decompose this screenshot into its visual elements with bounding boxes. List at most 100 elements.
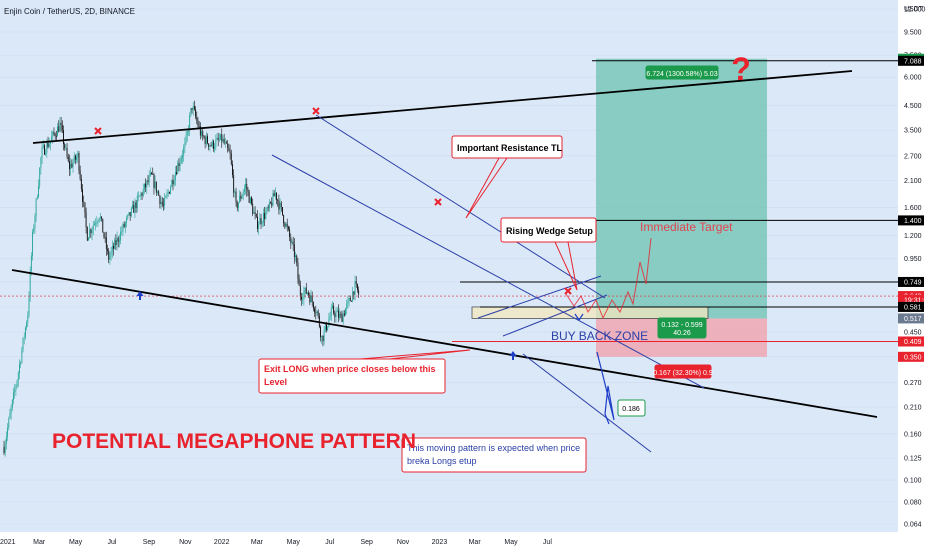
ratio-label: 0.132 - 0.599 bbox=[661, 322, 702, 329]
candle-body bbox=[239, 195, 241, 203]
candle-body bbox=[254, 212, 256, 214]
candle-body bbox=[120, 231, 122, 241]
candle-body bbox=[70, 163, 72, 170]
projected-path-up bbox=[565, 237, 652, 320]
candle-body bbox=[284, 223, 286, 227]
candle-body bbox=[170, 187, 172, 194]
candle-body bbox=[341, 314, 343, 322]
candle-body bbox=[339, 313, 341, 318]
y-tick-label: 0.210 bbox=[904, 405, 922, 412]
x-tick-label: Sep bbox=[360, 539, 373, 546]
chart-title: Enjin Coin / TetherUS, 2D, BINANCE bbox=[4, 7, 135, 16]
candle-body bbox=[349, 298, 351, 302]
candle-body bbox=[4, 444, 6, 454]
candle-body bbox=[139, 195, 141, 197]
candle-body bbox=[161, 201, 163, 205]
candle-body bbox=[166, 193, 168, 197]
exit-long-pointer bbox=[359, 349, 471, 360]
candle-body bbox=[77, 153, 79, 158]
candle-body bbox=[90, 229, 92, 234]
candle-body bbox=[261, 222, 263, 224]
candle-body bbox=[163, 204, 164, 206]
candle-body bbox=[172, 180, 174, 185]
candle-body bbox=[69, 161, 70, 170]
candle-body bbox=[47, 142, 49, 148]
candle-body bbox=[273, 193, 275, 197]
candle-body bbox=[152, 173, 154, 175]
candle-body bbox=[141, 193, 143, 196]
candle-body bbox=[108, 250, 110, 260]
candle-body bbox=[13, 392, 14, 400]
top-marker-x-icon bbox=[312, 107, 320, 115]
moving-pattern-label-line2: breka Longs etup bbox=[407, 456, 477, 466]
candle-body bbox=[326, 324, 327, 331]
candle-body bbox=[134, 202, 136, 213]
candle-body bbox=[282, 206, 283, 215]
y-tick-label: 6.000 bbox=[904, 75, 922, 82]
candle-body bbox=[10, 407, 12, 414]
candle-body bbox=[323, 330, 325, 342]
candle-body bbox=[121, 231, 123, 233]
candle-body bbox=[57, 126, 58, 137]
channel-middle-line bbox=[271, 154, 705, 389]
top-marker-x-icon bbox=[564, 287, 572, 295]
candle-body bbox=[151, 172, 153, 174]
candle-body bbox=[217, 137, 219, 140]
x-tick-label: 2022 bbox=[214, 539, 230, 546]
x-tick-label: Jul bbox=[107, 539, 116, 546]
y-tick-label: 0.100 bbox=[904, 478, 922, 485]
candle-body bbox=[122, 224, 124, 232]
candle-body bbox=[262, 213, 264, 223]
candle-body bbox=[334, 313, 336, 318]
candle-body bbox=[78, 153, 80, 171]
candle-body bbox=[247, 189, 249, 192]
candle-body bbox=[202, 131, 204, 137]
candle-body bbox=[312, 302, 314, 309]
candle-body bbox=[271, 202, 273, 206]
candle-body bbox=[287, 226, 289, 230]
candle-body bbox=[190, 108, 192, 116]
candle-body bbox=[295, 255, 296, 258]
candle-body bbox=[115, 240, 117, 245]
y-tick-label: 0.125 bbox=[904, 456, 922, 463]
rising-wedge-box bbox=[500, 217, 597, 243]
candle-body bbox=[80, 178, 82, 190]
candle-body bbox=[304, 287, 306, 293]
candle-body bbox=[110, 251, 112, 256]
candle-body bbox=[227, 143, 229, 149]
candle-body bbox=[61, 125, 63, 131]
price-level-label: 1.400 bbox=[904, 218, 922, 225]
candle-body bbox=[93, 223, 95, 226]
price-level-label: 7.088 bbox=[904, 58, 922, 65]
candle-body bbox=[24, 327, 26, 337]
candle-body bbox=[30, 255, 32, 271]
moving-pattern-box bbox=[401, 437, 587, 473]
y-tick-label: 0.080 bbox=[904, 500, 922, 507]
candle-body bbox=[220, 134, 222, 140]
lines-layer bbox=[0, 60, 898, 453]
candle-body bbox=[95, 223, 97, 225]
candle-body bbox=[292, 241, 294, 245]
candle-body bbox=[154, 181, 156, 188]
candle-body bbox=[318, 315, 320, 327]
candle-body bbox=[160, 201, 162, 204]
candle-body bbox=[264, 213, 266, 219]
candle-body bbox=[257, 216, 258, 229]
candle-body bbox=[259, 218, 261, 225]
candle-body bbox=[86, 227, 88, 241]
candle-body bbox=[298, 278, 300, 286]
candle-body bbox=[55, 136, 57, 137]
candle-body bbox=[91, 229, 93, 234]
candle-body bbox=[337, 310, 339, 318]
candle-body bbox=[235, 191, 237, 203]
candle-body bbox=[189, 115, 191, 131]
candle-body bbox=[193, 106, 195, 110]
price-level-tag bbox=[898, 294, 924, 305]
candle-body bbox=[296, 255, 298, 264]
candle-body bbox=[211, 141, 213, 147]
rising-wedge-pointer bbox=[554, 241, 578, 291]
candle-body bbox=[3, 446, 5, 454]
candle-body bbox=[233, 175, 235, 193]
y-tick-label: 0.064 bbox=[904, 522, 922, 529]
rising-wedge-label: Rising Wedge Setup bbox=[506, 226, 593, 236]
